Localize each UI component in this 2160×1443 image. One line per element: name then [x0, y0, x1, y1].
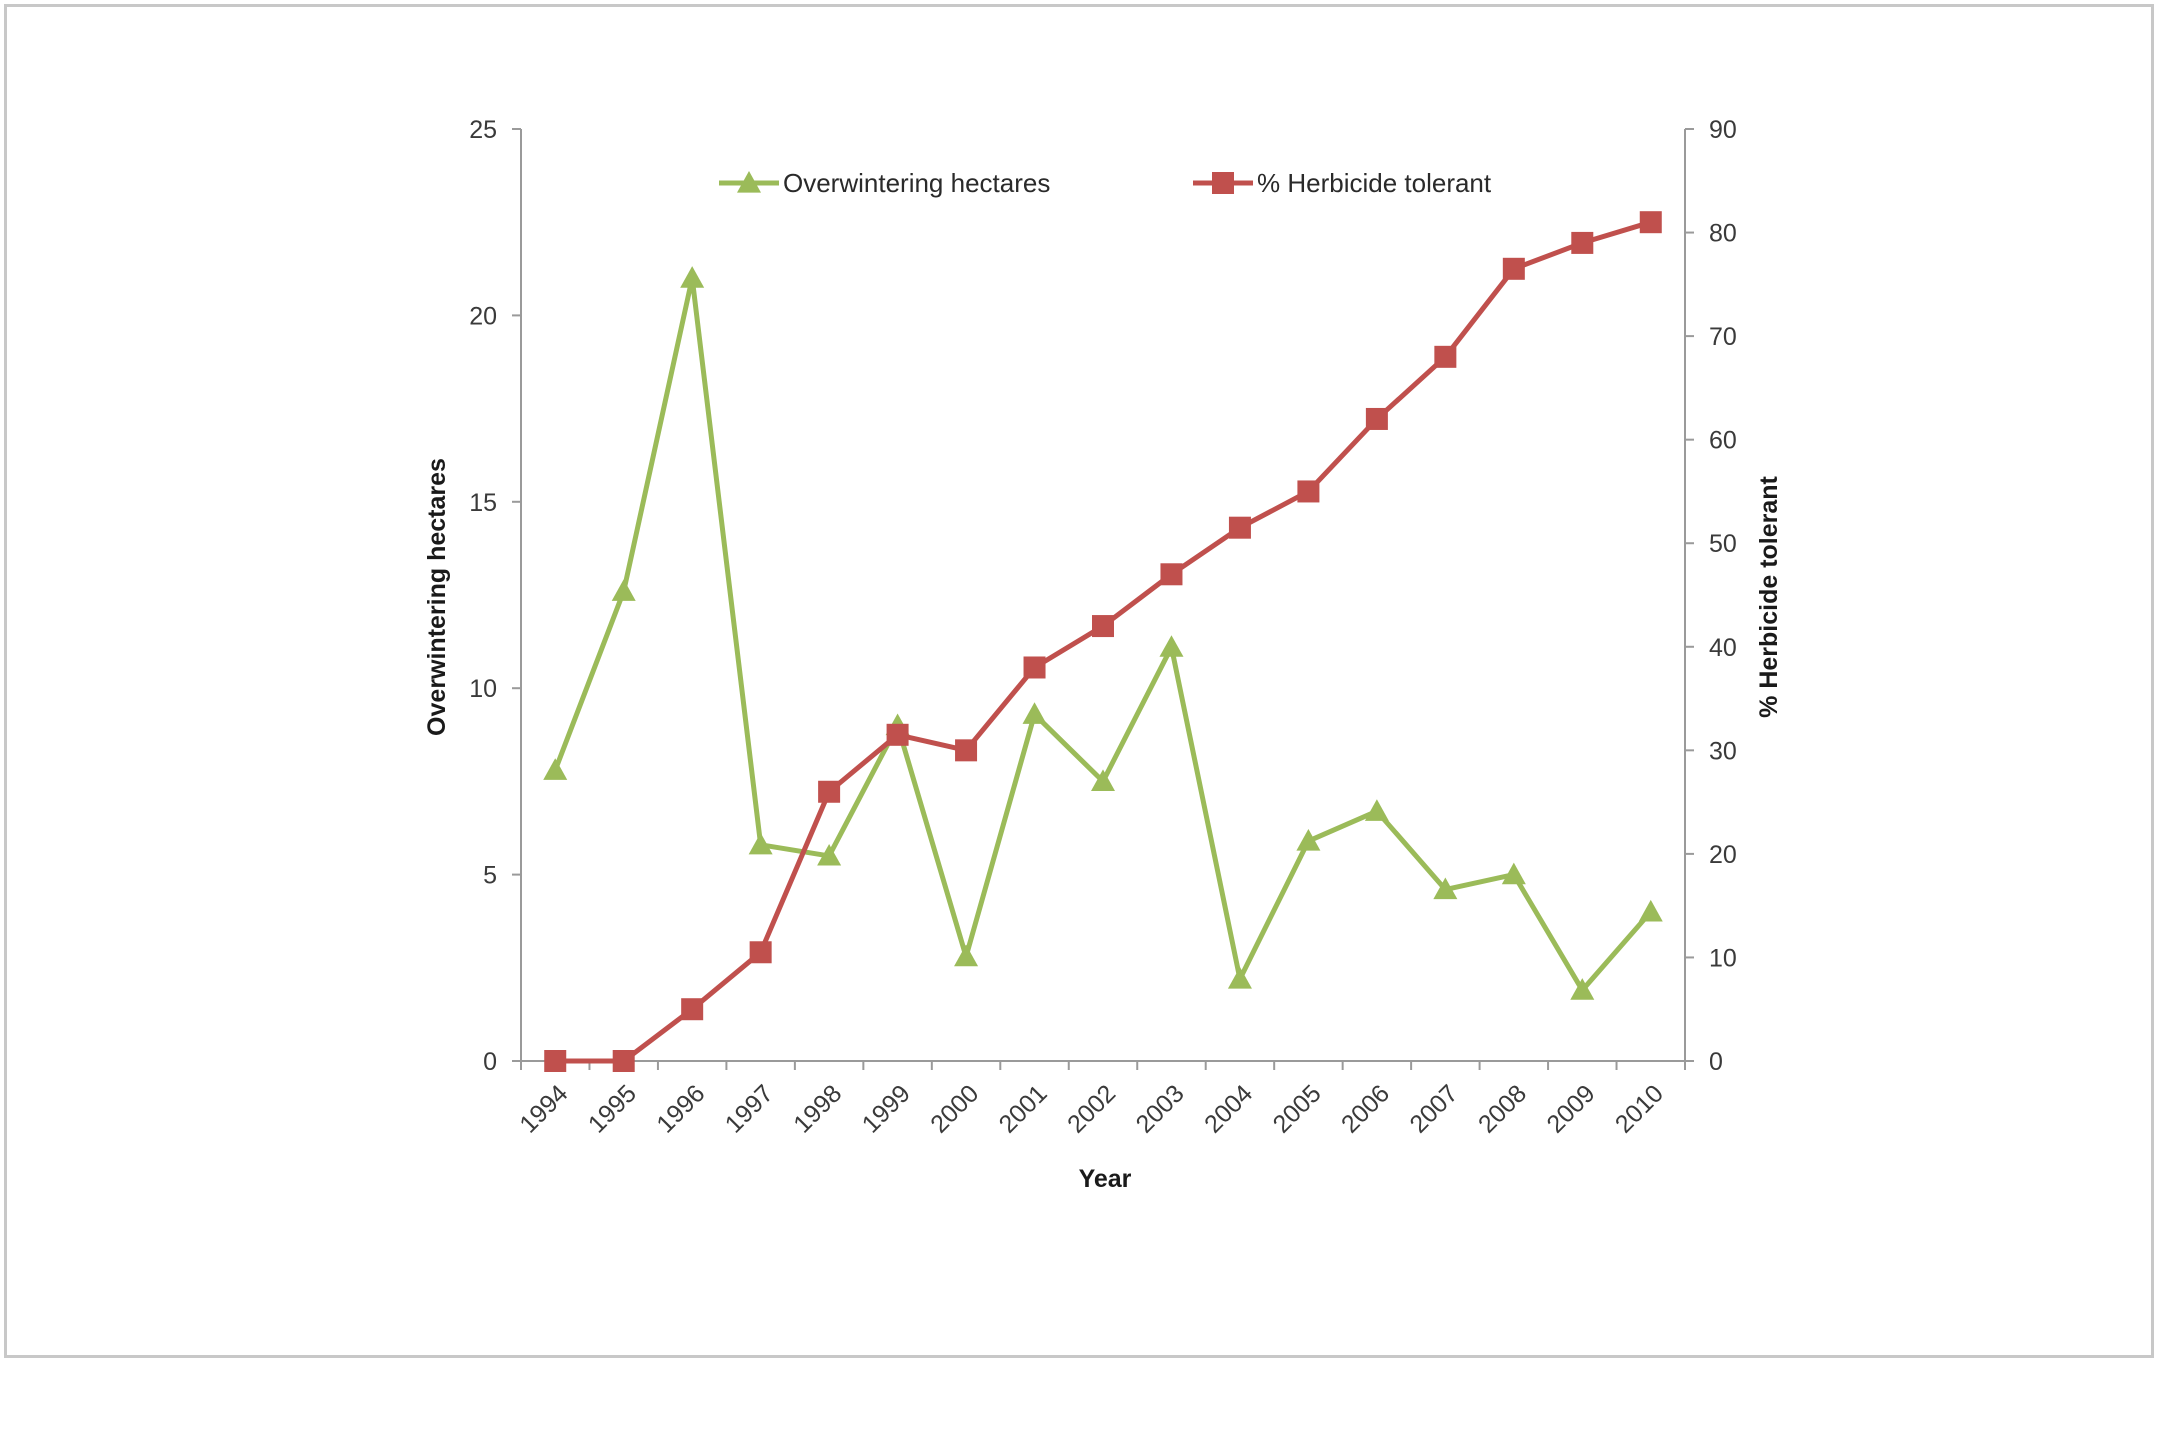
herbicide-legend-label: % Herbicide tolerant — [1257, 168, 1492, 198]
x-tick-label: 1999 — [857, 1079, 916, 1138]
herbicide-point — [1228, 516, 1251, 539]
x-tick-label: 2004 — [1199, 1079, 1258, 1138]
y-tick-label: 20 — [469, 302, 497, 330]
overwintering-point — [1501, 862, 1526, 885]
legend: Overwintering hectares % Herbicide tolera… — [719, 168, 1492, 198]
overwintering-point — [1022, 702, 1047, 724]
x-tick-label: 2002 — [1062, 1079, 1121, 1138]
overwintering-point — [611, 579, 636, 601]
chart-frame: 0 5 10 15 20 25 0 10 20 30 40 50 60 70 80 90 1994 1995 199… — [4, 4, 2154, 1358]
herbicide-point — [1639, 211, 1662, 234]
herbicide-legend-marker — [1212, 172, 1234, 194]
overwintering-point — [748, 832, 773, 855]
overwintering-legend-marker — [737, 171, 761, 193]
x-tick-label: 2006 — [1336, 1079, 1395, 1138]
x-tick-label: 2000 — [925, 1079, 984, 1138]
y2-tick-label: 60 — [1709, 427, 1737, 455]
overwintering-point — [1433, 877, 1458, 900]
x-axis-title: Year — [1079, 1165, 1132, 1193]
x-tick-label: 2003 — [1131, 1079, 1190, 1138]
series-layer — [543, 211, 1663, 1072]
x-tick-label: 2008 — [1473, 1079, 1532, 1138]
overwintering-point — [680, 266, 705, 288]
overwintering-point — [1159, 635, 1184, 657]
y2-tick-label: 10 — [1709, 944, 1737, 972]
overwintering-point — [1296, 829, 1321, 851]
y-tick-label: 0 — [483, 1048, 497, 1076]
overwintering-point — [1227, 966, 1252, 989]
y2-tick-label: 90 — [1709, 116, 1737, 144]
x-tick-label: 2001 — [994, 1079, 1053, 1138]
herbicide-point — [1092, 615, 1114, 638]
x-tick-label: 2005 — [1268, 1079, 1327, 1138]
x-tick-label: 1994 — [514, 1079, 573, 1138]
herbicide-point — [1160, 563, 1183, 586]
overwintering-legend-label: Overwintering hectares — [783, 168, 1050, 198]
herbicide-point — [749, 941, 772, 964]
herbicide-point — [1434, 345, 1457, 368]
overwintering-point — [954, 944, 979, 967]
y2-tick-label: 30 — [1709, 737, 1737, 765]
y2-tick-label: 40 — [1709, 634, 1737, 662]
y2-tick-label: 20 — [1709, 841, 1737, 869]
y2-tick-label: 50 — [1709, 530, 1737, 558]
herbicide-point — [1502, 257, 1525, 280]
herbicide-point — [544, 1050, 567, 1072]
x-tick-label: 2009 — [1541, 1079, 1600, 1138]
herbicide-point — [612, 1050, 635, 1072]
y-axis-title: Overwintering hectares — [423, 458, 451, 736]
herbicide-point — [886, 723, 909, 746]
herbicide-point — [1571, 231, 1594, 254]
y-tick-label: 25 — [469, 116, 497, 144]
overwintering-point — [1638, 899, 1663, 922]
y-tick-label: 15 — [469, 489, 497, 517]
y2-tick-label: 80 — [1709, 220, 1737, 248]
overwintering-point — [1570, 978, 1595, 1000]
x-tick-label: 1996 — [651, 1079, 710, 1138]
x-tick-label: 1995 — [583, 1079, 642, 1138]
overwintering-point — [1364, 799, 1389, 821]
herbicide-point — [955, 739, 978, 762]
herbicide-series-line — [555, 219, 1652, 1064]
herbicide-point — [681, 998, 704, 1021]
y2-axis-title: % Herbicide tolerant — [1755, 475, 1783, 717]
herbicide-point — [1023, 656, 1046, 679]
overwintering-point — [817, 843, 842, 866]
y2-tick-label: 0 — [1709, 1048, 1723, 1076]
y-tick-label: 10 — [469, 675, 497, 703]
x-tick-label: 1997 — [720, 1079, 779, 1138]
x-tick-label: 2010 — [1610, 1079, 1669, 1138]
x-tick-label: 2007 — [1404, 1079, 1463, 1138]
y-tick-label: 5 — [483, 862, 497, 890]
overwintering-point — [543, 758, 568, 780]
herbicide-point — [818, 780, 841, 803]
herbicide-point — [1297, 480, 1320, 503]
herbicide-point — [1365, 407, 1388, 430]
overwintering-point — [1091, 769, 1115, 791]
x-tick-label: 1998 — [788, 1079, 847, 1138]
y2-tick-label: 70 — [1709, 323, 1737, 351]
